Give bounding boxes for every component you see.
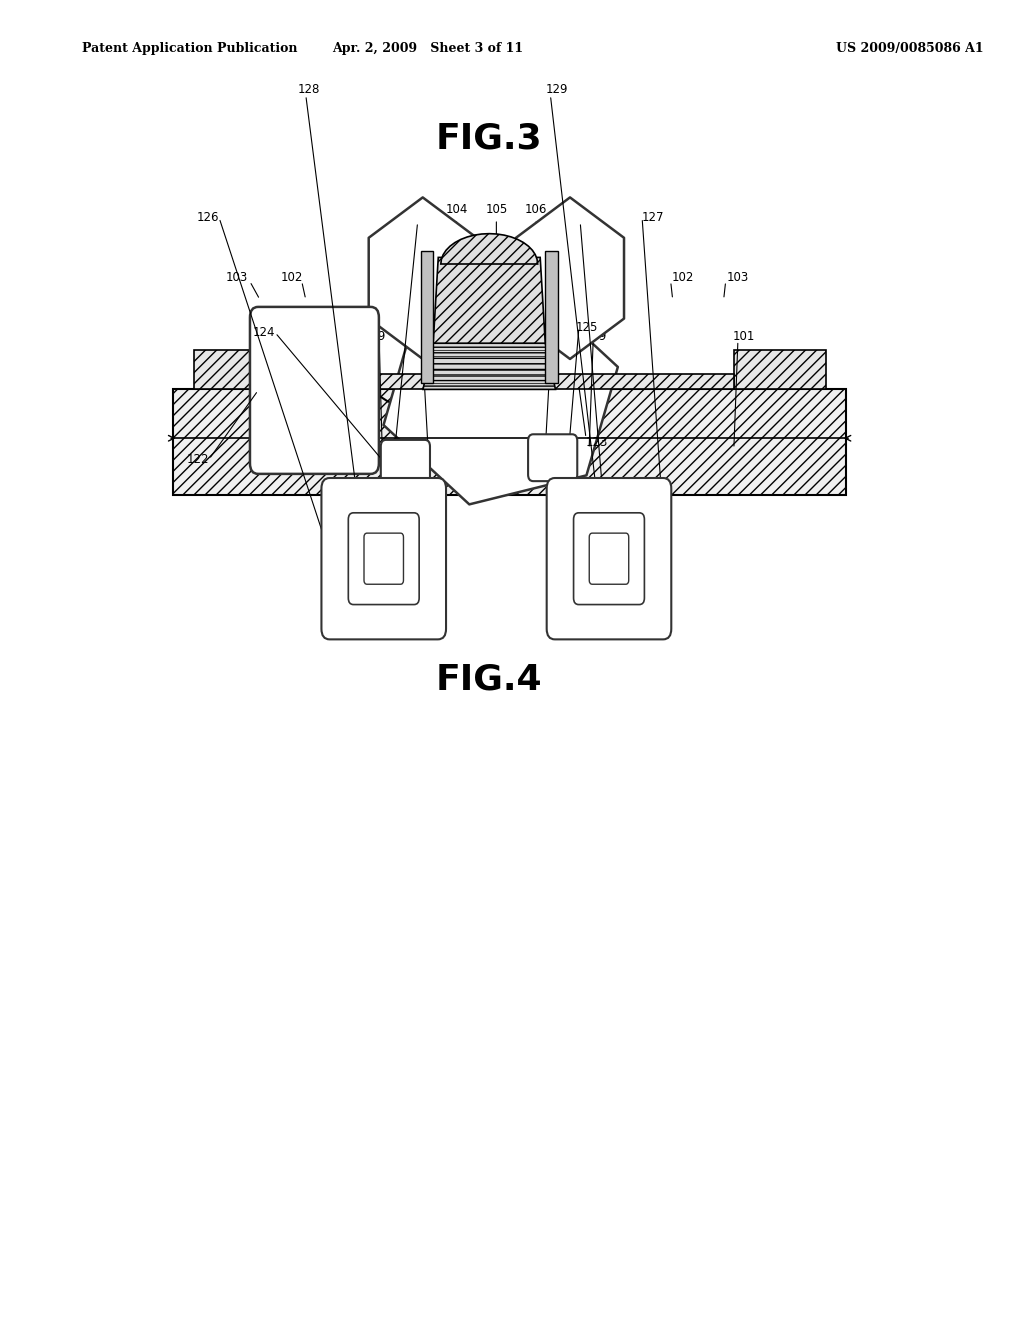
Text: 128: 128 (298, 83, 319, 96)
Text: Patent Application Publication: Patent Application Publication (82, 42, 297, 55)
Text: 129: 129 (546, 83, 567, 96)
Text: 107: 107 (407, 330, 429, 343)
Bar (286, 374, 734, 389)
FancyBboxPatch shape (573, 513, 644, 605)
Polygon shape (423, 343, 555, 389)
Text: 122: 122 (186, 453, 209, 466)
Polygon shape (433, 257, 546, 343)
Text: 127: 127 (642, 211, 665, 224)
Text: FIG.3: FIG.3 (436, 121, 543, 156)
Text: 101: 101 (733, 330, 756, 343)
Text: 120: 120 (606, 583, 629, 597)
Text: 102: 102 (281, 271, 303, 284)
Text: 109: 109 (585, 330, 607, 343)
Polygon shape (384, 288, 617, 504)
Text: 108: 108 (555, 223, 577, 236)
Text: Apr. 2, 2009   Sheet 3 of 11: Apr. 2, 2009 Sheet 3 of 11 (333, 42, 523, 55)
Bar (173, 389, 846, 495)
Text: 103: 103 (727, 271, 749, 284)
Text: 103: 103 (225, 271, 248, 284)
FancyBboxPatch shape (250, 308, 379, 474)
Text: 124: 124 (253, 326, 275, 339)
Text: 105: 105 (485, 203, 508, 216)
Polygon shape (516, 198, 624, 359)
Text: US 2009/0085086 A1: US 2009/0085086 A1 (836, 42, 983, 55)
Text: 123: 123 (586, 436, 608, 449)
Text: FIG.4: FIG.4 (436, 663, 543, 697)
Bar (421, 251, 433, 383)
Text: 109: 109 (364, 330, 386, 343)
Text: 121: 121 (377, 583, 399, 597)
Bar (546, 251, 557, 383)
FancyBboxPatch shape (589, 533, 629, 585)
Text: 108: 108 (393, 223, 416, 236)
Polygon shape (369, 198, 477, 359)
FancyBboxPatch shape (381, 440, 430, 487)
Bar (734, 350, 825, 389)
Text: 106: 106 (525, 203, 547, 216)
FancyBboxPatch shape (364, 533, 403, 585)
FancyBboxPatch shape (322, 478, 446, 639)
Bar (194, 350, 286, 389)
FancyBboxPatch shape (348, 513, 419, 605)
FancyBboxPatch shape (547, 478, 672, 639)
Text: 126: 126 (197, 211, 219, 224)
Text: 102: 102 (672, 271, 694, 284)
Text: 107: 107 (545, 330, 566, 343)
Polygon shape (440, 234, 538, 264)
Text: 104: 104 (445, 203, 468, 216)
FancyBboxPatch shape (528, 434, 578, 482)
Text: 125: 125 (575, 321, 598, 334)
